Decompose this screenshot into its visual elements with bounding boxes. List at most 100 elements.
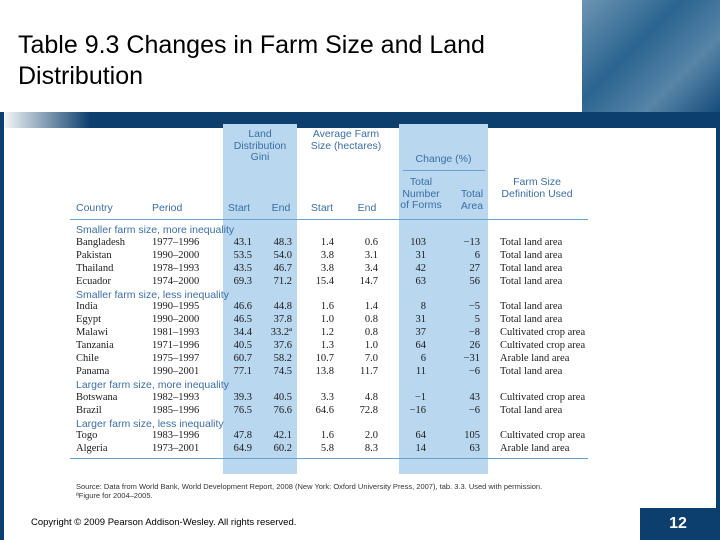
- cell-gini-start: 43.5: [233, 262, 252, 274]
- cell-gini-start: 43.1: [233, 236, 252, 248]
- cell-gini-end: 74.5: [273, 365, 292, 377]
- cell-definition: Arable land area: [500, 443, 570, 455]
- title-divider-bar: [0, 112, 720, 128]
- cell-gini-end: 37.6: [273, 340, 292, 352]
- cell-size-end: 0.8: [364, 314, 378, 326]
- cell-size-end: 14.7: [359, 275, 378, 287]
- footnote-text: ªFigure for 2004–2005.: [76, 491, 153, 500]
- cell-gini-end: 40.5: [273, 391, 292, 403]
- table-row: Algeria 1973–2001 64.9 60.2 5.8 8.3 14 63 Arable…: [70, 443, 598, 456]
- cell-size-start: 3.8: [320, 262, 334, 274]
- cell-size-end: 1.0: [364, 340, 378, 352]
- cell-definition: Cultivated crop area: [500, 391, 586, 403]
- cell-country: India: [76, 301, 98, 313]
- cell-size-start: 1.0: [320, 314, 334, 326]
- cell-definition: Total land area: [500, 262, 563, 274]
- cell-size-start: 1.2: [320, 327, 334, 339]
- cell-total-area: −6: [468, 404, 480, 416]
- cell-total-area: 43: [469, 391, 481, 403]
- change-header-rule: [403, 170, 485, 171]
- cell-total-area: 6: [474, 249, 480, 261]
- cell-number-forms: 31: [415, 314, 427, 326]
- cell-definition: Cultivated crop area: [500, 340, 586, 352]
- cell-gini-start: 64.9: [233, 443, 252, 455]
- cell-size-end: 72.8: [359, 404, 378, 416]
- cell-number-forms: −1: [414, 391, 426, 403]
- table-row: Pakistan 1990–2000 53.5 54.0 3.8 3.1 31 6 Total …: [70, 250, 598, 263]
- cell-gini-start: 53.5: [233, 249, 252, 261]
- cell-country: Tanzania: [76, 340, 114, 352]
- cell-total-area: 63: [469, 443, 481, 455]
- cell-country: Bangladesh: [76, 236, 125, 248]
- cell-definition: Total land area: [500, 301, 563, 313]
- cell-gini-start: 46.6: [233, 301, 252, 313]
- cell-country: Egypt: [76, 314, 102, 326]
- col-size-end: End: [357, 202, 377, 214]
- cell-size-end: 7.0: [364, 353, 378, 364]
- cell-number-forms: 8: [420, 301, 426, 313]
- cell-period: 1971–1996: [152, 340, 200, 352]
- cell-size-start: 1.6: [320, 301, 334, 313]
- table-source-note: Source: Data from World Bank, World Deve…: [76, 482, 596, 500]
- cell-gini-end: 37.8: [273, 314, 292, 326]
- gini-group-header: Land Distribution Gini: [233, 128, 287, 163]
- cell-total-area: −8: [468, 327, 480, 339]
- table-row: Thailand 1978–1993 43.5 46.7 3.8 3.4 42 27 Total…: [70, 263, 598, 276]
- col-country: Country: [76, 202, 113, 214]
- cell-period: 1975–1997: [152, 353, 200, 364]
- cell-definition: Cultivated crop area: [500, 430, 586, 442]
- cell-period: 1983–1996: [152, 430, 200, 442]
- section-label: Larger farm size, less inequality: [76, 417, 224, 430]
- col-gini-start: Start: [227, 202, 251, 214]
- gini-column-shade: [223, 124, 297, 474]
- cell-gini-start: 47.8: [233, 430, 252, 442]
- page-number: 12: [640, 508, 716, 540]
- cell-period: 1985–1996: [152, 404, 200, 416]
- cell-total-area: 27: [469, 262, 481, 274]
- cell-definition: Total land area: [500, 249, 563, 261]
- cell-total-area: −13: [463, 236, 480, 248]
- cell-country: Algeria: [76, 443, 108, 455]
- cell-size-start: 1.6: [320, 430, 334, 442]
- right-frame-bar: [716, 112, 720, 540]
- section-label: Smaller farm size, more inequality: [76, 224, 235, 236]
- cell-size-start: 3.3: [320, 391, 334, 403]
- cell-gini-end: 71.2: [273, 275, 292, 287]
- cell-gini-end: 54.0: [273, 249, 292, 261]
- cell-size-end: 4.8: [364, 391, 378, 403]
- cell-number-forms: 103: [410, 236, 426, 248]
- col-size-start: Start: [310, 202, 334, 214]
- table-row: India 1990–1995 46.6 44.8 1.6 1.4 8 −5 Total lan…: [70, 301, 598, 314]
- cell-period: 1978–1993: [152, 262, 200, 274]
- cell-total-area: 5: [474, 314, 480, 326]
- col-period: Period: [152, 202, 183, 214]
- col-gini-end: End: [271, 202, 291, 214]
- cell-size-end: 8.3: [364, 443, 378, 455]
- cell-size-end: 1.4: [364, 301, 378, 313]
- cell-gini-end: 58.2: [273, 353, 292, 364]
- table-row: Togo 1983–1996 47.8 42.1 1.6 2.0 64 105 Cultivat…: [70, 430, 598, 443]
- cell-size-end: 0.8: [364, 327, 378, 339]
- cell-number-forms: 11: [415, 365, 426, 377]
- table-row: Panama 1990–2001 77.1 74.5 13.8 11.7 11 −6 Total…: [70, 366, 598, 379]
- col-number-forms: Total Number of Forms: [400, 176, 442, 211]
- cell-total-area: −5: [468, 301, 480, 313]
- cell-gini-start: 40.5: [233, 340, 252, 352]
- cell-country: Botswana: [76, 391, 118, 403]
- cell-country: Panama: [76, 365, 110, 377]
- cell-period: 1990–2001: [152, 365, 200, 377]
- cell-size-start: 10.7: [315, 353, 334, 364]
- cell-definition: Cultivated crop area: [500, 327, 586, 339]
- cell-size-start: 3.8: [320, 249, 334, 261]
- cell-definition: Total land area: [500, 404, 563, 416]
- cell-period: 1974–2000: [152, 275, 200, 287]
- cell-gini-start: 39.3: [233, 391, 252, 403]
- cell-total-area: 105: [464, 430, 480, 442]
- cell-total-area: −31: [463, 353, 480, 364]
- cell-country: Malawi: [76, 327, 109, 339]
- header-bottom-rule: [70, 219, 588, 220]
- cell-gini-start: 69.3: [233, 275, 252, 287]
- cell-definition: Total land area: [500, 275, 563, 287]
- cell-size-start: 5.8: [320, 443, 334, 455]
- cell-gini-end: 46.7: [273, 262, 292, 274]
